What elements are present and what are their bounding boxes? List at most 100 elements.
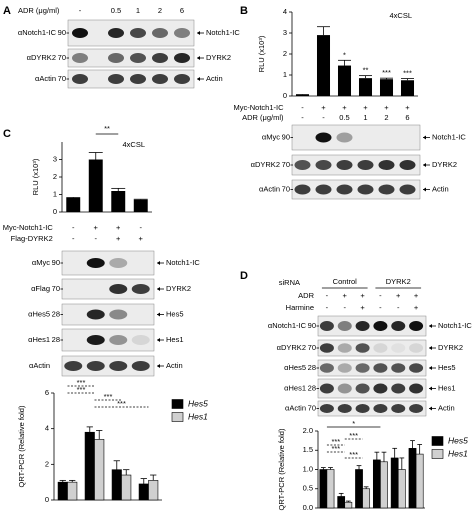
bar bbox=[397, 469, 406, 509]
blot-band bbox=[319, 343, 334, 353]
bar bbox=[66, 198, 81, 212]
significance-label: *** bbox=[117, 399, 126, 408]
target-label: DYRK2 bbox=[206, 53, 231, 62]
bar bbox=[326, 469, 335, 509]
mw-label: 70 bbox=[282, 160, 290, 169]
arrow-head bbox=[157, 338, 160, 342]
blot-band bbox=[373, 321, 388, 331]
arrow-head bbox=[157, 312, 160, 317]
antibody-label: αDYRK2 bbox=[251, 160, 280, 169]
bar bbox=[337, 65, 352, 96]
antibody-label: αNotch1-IC bbox=[268, 321, 307, 330]
blot bbox=[61, 250, 155, 276]
condition-label: Harmine bbox=[286, 303, 314, 312]
mw-label: 90 bbox=[52, 258, 60, 267]
blot-band bbox=[319, 404, 334, 413]
condition-value: 0.5 bbox=[339, 113, 349, 122]
blot-band bbox=[357, 160, 374, 170]
blot-band bbox=[409, 404, 424, 413]
bar bbox=[408, 448, 417, 509]
significance-label: * bbox=[343, 50, 346, 59]
target-label: DYRK2 bbox=[438, 343, 463, 352]
target-label: Actin bbox=[206, 74, 223, 83]
y-axis-label: QRT-PCR (Relative fold) bbox=[17, 405, 26, 487]
bar bbox=[67, 481, 78, 501]
bar bbox=[94, 439, 105, 501]
blot-band bbox=[86, 361, 105, 371]
condition-value: - bbox=[140, 223, 143, 232]
mw-label: 28 bbox=[308, 363, 316, 372]
blot-band bbox=[337, 383, 352, 394]
bar bbox=[148, 480, 159, 501]
condition-label: ADR bbox=[298, 291, 314, 300]
y-tick-label: 6 bbox=[45, 388, 49, 397]
target-label: Hes1 bbox=[166, 335, 184, 344]
blot-band bbox=[355, 343, 370, 353]
significance-label: *** bbox=[331, 444, 340, 453]
sirna-group: DYRK2 bbox=[386, 277, 411, 286]
blot-band bbox=[294, 160, 311, 170]
bar bbox=[344, 501, 353, 509]
antibody-label: αDYRK2 bbox=[277, 343, 306, 352]
arrow-head bbox=[429, 366, 432, 370]
blot-band bbox=[109, 335, 128, 345]
blot-band bbox=[64, 361, 83, 371]
significance-label: *** bbox=[382, 68, 391, 77]
mw-label: 90 bbox=[308, 321, 316, 330]
condition-value: - bbox=[379, 303, 382, 312]
condition-value: - bbox=[72, 223, 75, 232]
legend-swatch bbox=[431, 436, 444, 446]
y-tick-label: 0.5 bbox=[303, 484, 313, 493]
antibody-label: αActin bbox=[29, 361, 50, 370]
blot-band bbox=[337, 321, 352, 331]
blot-band bbox=[174, 53, 190, 63]
condition-label: Flag-DYRK2 bbox=[11, 234, 53, 243]
arrow-head bbox=[429, 406, 432, 411]
blot-band bbox=[355, 363, 370, 373]
panel-letter: C bbox=[3, 128, 11, 140]
blot-band bbox=[315, 160, 332, 170]
target-label: Actin bbox=[438, 403, 455, 412]
bar bbox=[133, 199, 148, 212]
blot-band bbox=[355, 383, 370, 394]
mw-label: 28 bbox=[308, 383, 316, 392]
significance-label: * bbox=[352, 419, 355, 428]
condition-value: - bbox=[326, 291, 329, 300]
significance-label: ** bbox=[104, 124, 110, 133]
condition-value: - bbox=[301, 113, 304, 122]
condition-value: - bbox=[344, 303, 347, 312]
lane-label: 2 bbox=[158, 6, 162, 15]
condition-value: + bbox=[360, 303, 365, 312]
y-tick-label: 0 bbox=[45, 495, 49, 504]
blot-band bbox=[337, 363, 352, 373]
y-tick-label: 0 bbox=[283, 91, 287, 100]
subtitle: 4xCSL bbox=[389, 11, 412, 20]
antibody-label: αNotch1-IC bbox=[18, 28, 57, 37]
condition-value: + bbox=[363, 103, 368, 112]
blot-band bbox=[337, 343, 352, 353]
blot-band bbox=[373, 404, 388, 413]
blot-band bbox=[72, 74, 88, 84]
arrow-head bbox=[157, 261, 160, 265]
condition-value: 2 bbox=[384, 113, 388, 122]
condition-value: + bbox=[396, 291, 401, 300]
target-label: Notch1-IC bbox=[206, 28, 240, 37]
blot-band bbox=[378, 184, 395, 195]
blot-band bbox=[315, 184, 332, 195]
blot-band bbox=[152, 28, 168, 38]
y-tick-label: 1.0 bbox=[303, 464, 313, 473]
mw-label: 70 bbox=[58, 53, 66, 62]
y-tick-label: 2.0 bbox=[303, 426, 313, 435]
blot-band bbox=[109, 284, 128, 294]
arrow-head bbox=[157, 364, 160, 368]
condition-value: + bbox=[342, 103, 347, 112]
y-tick-label: 2 bbox=[45, 459, 49, 468]
mw-label: 70 bbox=[52, 284, 60, 293]
antibody-label: αMyc bbox=[32, 258, 50, 267]
blot-band bbox=[391, 321, 406, 331]
mw-label: 70 bbox=[308, 403, 316, 412]
condition-value: + bbox=[405, 103, 410, 112]
blot-band bbox=[391, 343, 406, 353]
antibody-label: αDYRK2 bbox=[27, 53, 56, 62]
